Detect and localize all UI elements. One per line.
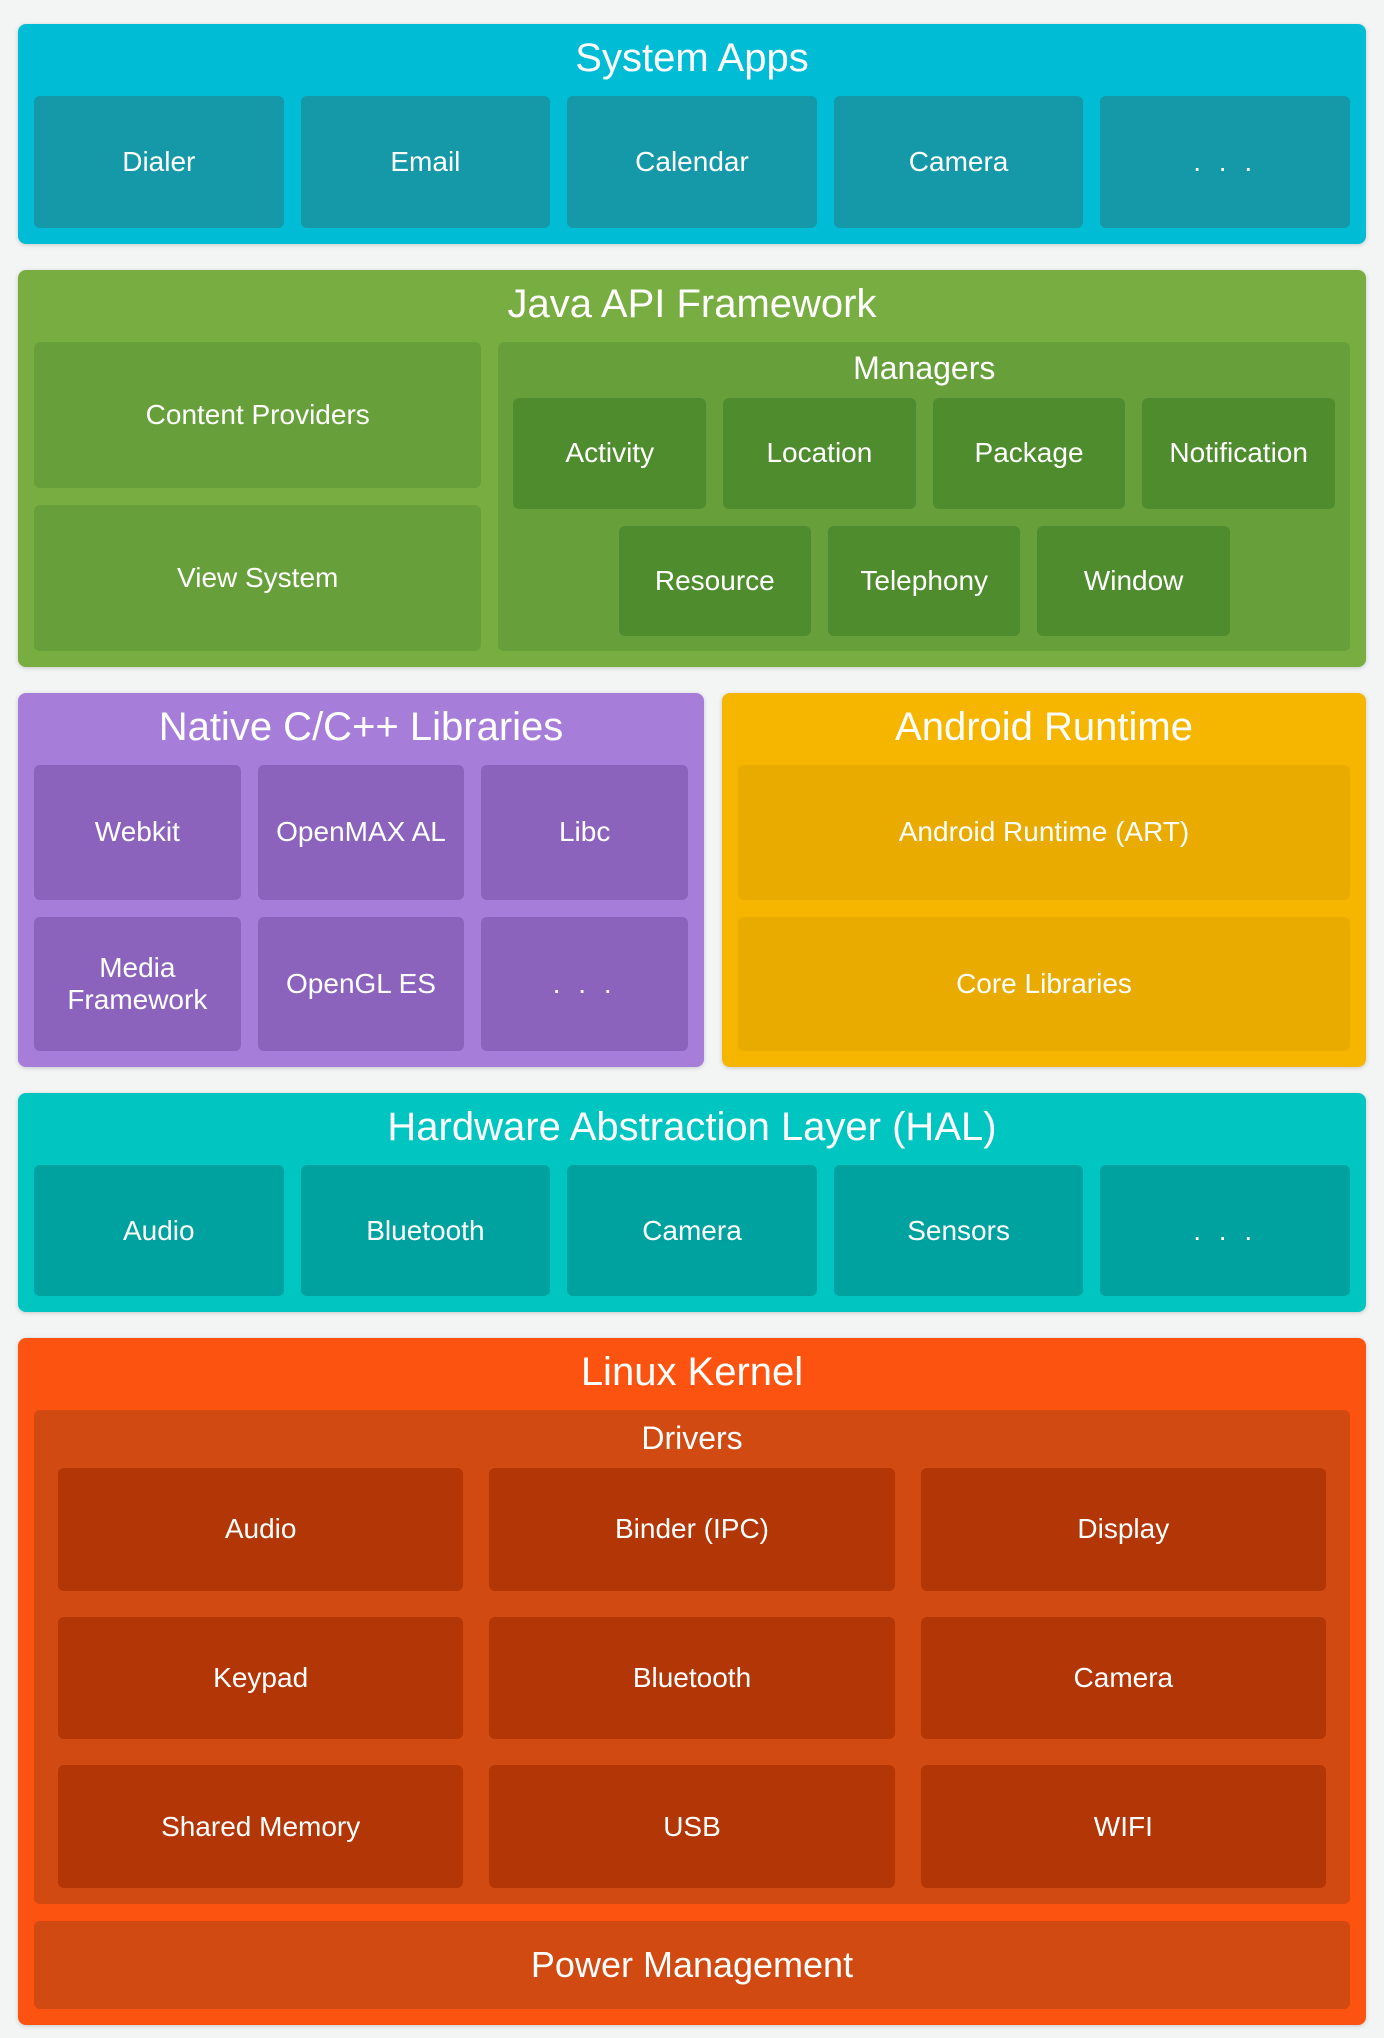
box-core-libraries: Core Libraries (738, 916, 1350, 1051)
native-libraries-section: Native C/C++ Libraries Webkit OpenMAX AL… (18, 693, 704, 1067)
system-apps-section: System Apps Dialer Email Calendar Camera… (18, 24, 1366, 244)
box-view-system: View System (34, 505, 482, 651)
java-api-framework-section: Java API Framework Content Providers Vie… (18, 270, 1366, 667)
power-management-box: Power Management (34, 1921, 1350, 2009)
box-wifi-driver: WIFI (920, 1765, 1326, 1888)
box-webkit: Webkit (34, 765, 241, 900)
box-more-hal: . . . (1100, 1165, 1350, 1296)
box-window-manager: Window (1037, 525, 1230, 636)
managers-row-1: Activity Location Package Notification (513, 398, 1335, 509)
box-email: Email (300, 96, 551, 228)
box-keypad-driver: Keypad (58, 1616, 464, 1740)
native-and-runtime-row: Native C/C++ Libraries Webkit OpenMAX AL… (18, 693, 1366, 1067)
drivers-grid: Audio Binder (IPC) Display Keypad Blueto… (58, 1468, 1326, 1888)
managers-title: Managers (853, 350, 996, 386)
managers-row-2: Resource Telephony Window (513, 525, 1335, 636)
box-bluetooth-hal: Bluetooth (300, 1165, 551, 1296)
box-libc: Libc (481, 765, 688, 900)
managers-box: Managers Activity Location Package Notif… (498, 342, 1350, 651)
box-camera-hal: Camera (567, 1165, 817, 1296)
hal-section: Hardware Abstraction Layer (HAL) Audio B… (18, 1093, 1366, 1312)
box-media-framework: Media Framework (34, 916, 241, 1051)
box-shared-memory-driver: Shared Memory (58, 1765, 464, 1888)
native-libraries-title: Native C/C++ Libraries (158, 705, 564, 749)
box-package-manager: Package (932, 398, 1126, 509)
hal-title: Hardware Abstraction Layer (HAL) (387, 1105, 997, 1149)
box-audio-hal: Audio (34, 1165, 284, 1296)
box-opengl-es: OpenGL ES (257, 916, 465, 1051)
android-runtime-title: Android Runtime (895, 705, 1193, 749)
box-calendar: Calendar (567, 96, 817, 228)
box-display-driver: Display (920, 1468, 1326, 1591)
box-telephony-manager: Telephony (828, 525, 1021, 636)
system-apps-title: System Apps (575, 36, 809, 80)
box-audio-driver: Audio (58, 1468, 464, 1591)
box-more-libraries: . . . (481, 916, 688, 1051)
box-sensors-hal: Sensors (833, 1165, 1084, 1296)
android-runtime-column: Android Runtime (ART) Core Libraries (738, 765, 1350, 1051)
box-binder-ipc-driver: Binder (IPC) (489, 1468, 895, 1591)
box-bluetooth-driver: Bluetooth (489, 1616, 895, 1740)
box-notification-manager: Notification (1142, 398, 1335, 509)
box-camera-driver: Camera (920, 1616, 1326, 1740)
java-api-content: Content Providers View System Managers A… (34, 342, 1350, 651)
drivers-box: Drivers Audio Binder (IPC) Display Keypa… (34, 1410, 1350, 1904)
java-api-framework-title: Java API Framework (507, 282, 877, 326)
drivers-title: Drivers (641, 1420, 743, 1456)
box-android-runtime-art: Android Runtime (ART) (738, 765, 1350, 900)
java-api-left-column: Content Providers View System (34, 342, 482, 651)
box-openmax-al: OpenMAX AL (257, 765, 465, 900)
native-libraries-grid: Webkit OpenMAX AL Libc Media Framework O… (34, 765, 688, 1051)
box-dialer: Dialer (34, 96, 284, 228)
box-location-manager: Location (723, 398, 916, 509)
linux-kernel-title: Linux Kernel (580, 1350, 804, 1394)
box-resource-manager: Resource (618, 525, 812, 636)
box-usb-driver: USB (489, 1765, 895, 1888)
box-content-providers: Content Providers (34, 342, 482, 488)
system-apps-grid: Dialer Email Calendar Camera . . . (34, 96, 1350, 228)
hal-grid: Audio Bluetooth Camera Sensors . . . (34, 1165, 1350, 1296)
box-activity-manager: Activity (513, 398, 707, 509)
box-more-apps: . . . (1100, 96, 1350, 228)
linux-kernel-section: Linux Kernel Drivers Audio Binder (IPC) … (18, 1338, 1366, 2025)
android-runtime-section: Android Runtime Android Runtime (ART) Co… (722, 693, 1366, 1067)
box-camera-app: Camera (833, 96, 1084, 228)
